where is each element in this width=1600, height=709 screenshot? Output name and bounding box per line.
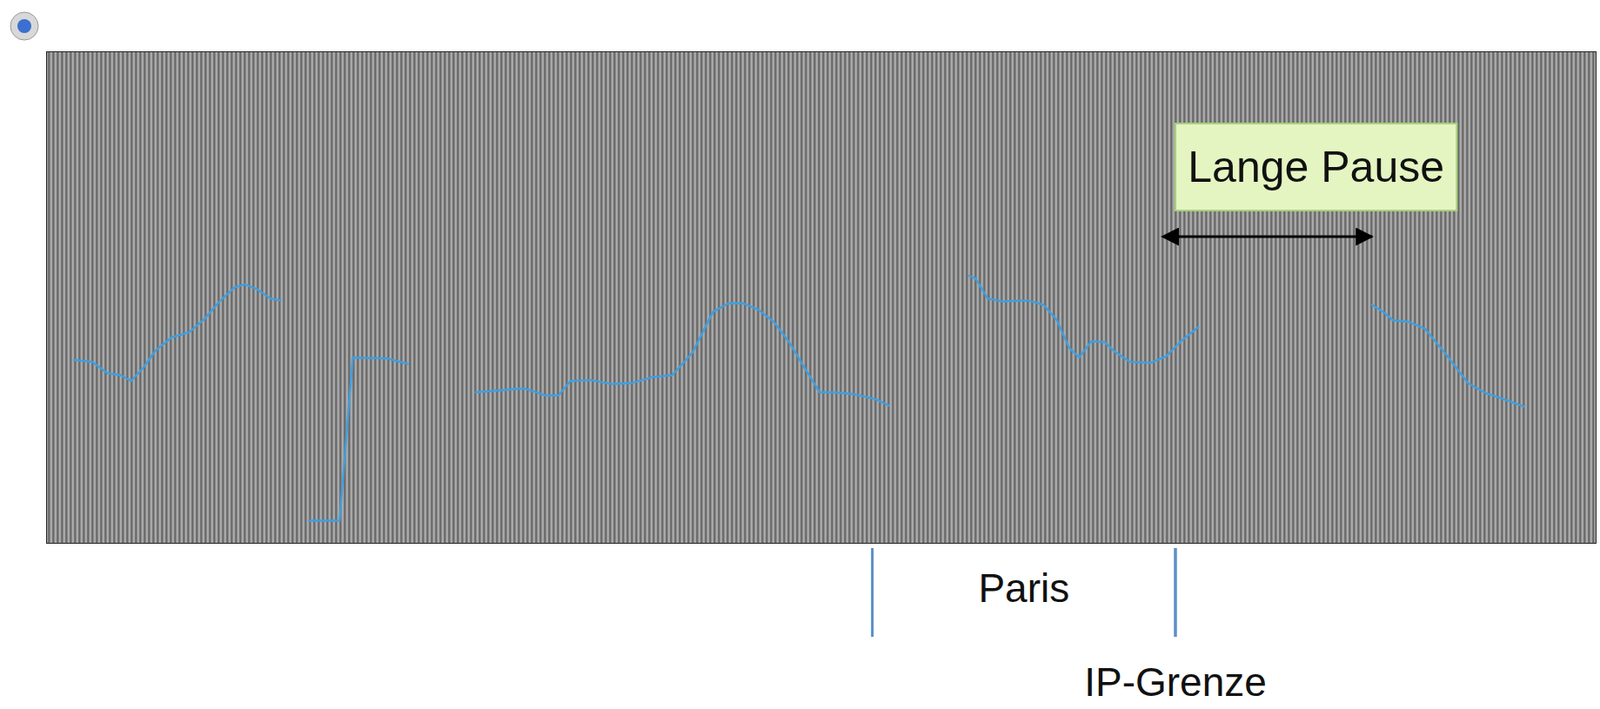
svg-text:Paris: Paris — [977, 565, 1070, 611]
svg-text:IP-Grenze: IP-Grenze — [1084, 659, 1267, 705]
svg-text:Lange Pause: Lange Pause — [1187, 142, 1445, 192]
